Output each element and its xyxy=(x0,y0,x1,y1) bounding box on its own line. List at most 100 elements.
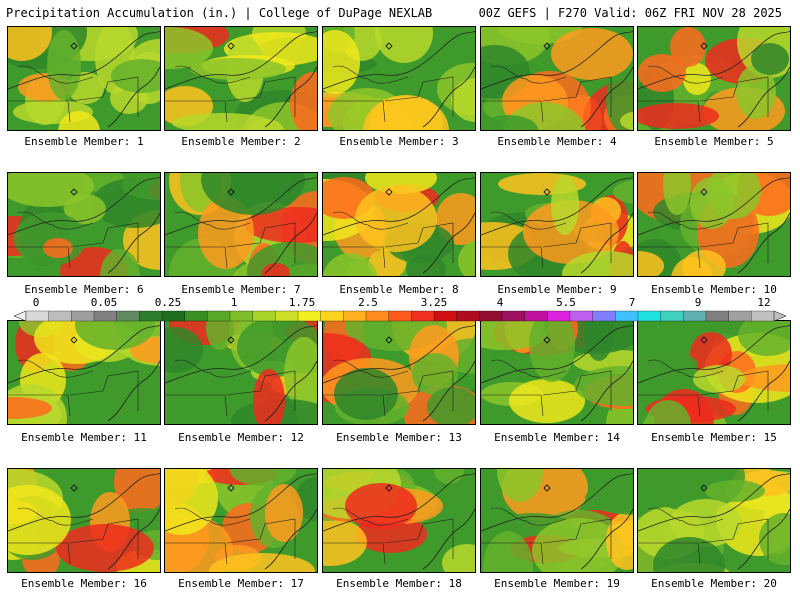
member-caption: Ensemble Member: 4 xyxy=(497,135,617,148)
colorbar-bin xyxy=(728,310,752,322)
diamond-marker-icon xyxy=(700,42,708,50)
member-caption: Ensemble Member: 9 xyxy=(497,283,617,296)
member-map-panel xyxy=(322,320,476,425)
colorbar-bin xyxy=(343,310,367,322)
colorbar-bin xyxy=(660,310,684,322)
colorbar-tick-label: 3.25 xyxy=(420,296,448,309)
member-map-panel xyxy=(322,172,476,277)
colorbar-bin xyxy=(456,310,480,322)
member-map-panel xyxy=(480,26,634,131)
member-map-panel xyxy=(637,320,791,425)
colorbar-bin xyxy=(365,310,390,322)
member-caption: Ensemble Member: 7 xyxy=(181,283,301,296)
colorbar-tick-label: 0 xyxy=(32,296,40,309)
colorbar-bin xyxy=(229,310,254,322)
colorbar-tick-label: 1.75 xyxy=(288,296,316,309)
member-map-panel xyxy=(637,172,791,277)
member-caption: Ensemble Member: 17 xyxy=(178,577,304,590)
colorbar-bin xyxy=(411,310,435,322)
member-map-panel xyxy=(7,26,161,131)
diamond-marker-icon xyxy=(700,336,708,344)
member-caption: Ensemble Member: 13 xyxy=(336,431,462,444)
colorbar-bin xyxy=(683,310,707,322)
valid-time: 00Z GEFS | F270 Valid: 06Z FRI NOV 28 20… xyxy=(478,6,782,20)
diamond-marker-icon xyxy=(700,484,708,492)
member-caption: Ensemble Member: 3 xyxy=(339,135,459,148)
colorbar-tick-label: 1 xyxy=(230,296,238,309)
colorbar-tick-label: 0.05 xyxy=(90,296,118,309)
diamond-marker-icon xyxy=(70,336,78,344)
colorbar-bin xyxy=(25,310,50,322)
colorbar-bin xyxy=(524,310,548,322)
colorbar-tick-label: 9 xyxy=(694,296,702,309)
chart-title: Precipitation Accumulation (in.) | Colle… xyxy=(6,6,433,20)
colorbar-tick-label: 4 xyxy=(496,296,504,309)
colorbar-bin xyxy=(48,310,72,322)
member-map-panel xyxy=(7,468,161,573)
colorbar-bin xyxy=(637,310,662,322)
diamond-marker-icon xyxy=(227,42,235,50)
colorbar-bin xyxy=(297,310,322,322)
member-caption: Ensemble Member: 11 xyxy=(21,431,147,444)
member-caption: Ensemble Member: 14 xyxy=(494,431,620,444)
colorbar-bin xyxy=(93,310,118,322)
diamond-marker-icon xyxy=(385,484,393,492)
diamond-marker-icon xyxy=(227,336,235,344)
colorbar-tick-label: 12 xyxy=(757,296,771,309)
member-map-panel xyxy=(322,26,476,131)
colorbar-bin xyxy=(751,310,775,322)
diamond-marker-icon xyxy=(385,42,393,50)
colorbar-bar xyxy=(14,310,786,322)
member-map-panel xyxy=(480,320,634,425)
colorbar-bin xyxy=(320,310,344,322)
member-map-panel xyxy=(637,26,791,131)
member-map-panel xyxy=(7,172,161,277)
member-caption: Ensemble Member: 6 xyxy=(24,283,144,296)
diamond-marker-icon xyxy=(543,188,551,196)
member-caption: Ensemble Member: 1 xyxy=(24,135,144,148)
member-caption: Ensemble Member: 10 xyxy=(651,283,777,296)
colorbar-bin xyxy=(207,310,231,322)
precip-colorbar: 0 0.05 0.25 1 1.75 2.5 3.25 4 5.5 7 9 12 xyxy=(14,296,786,324)
member-map-panel xyxy=(480,172,634,277)
diamond-marker-icon xyxy=(227,484,235,492)
colorbar-bin xyxy=(388,310,412,322)
member-map-panel xyxy=(637,468,791,573)
diamond-marker-icon xyxy=(70,484,78,492)
colorbar-bin xyxy=(116,310,140,322)
member-map-panel xyxy=(164,26,318,131)
colorbar-bin xyxy=(705,310,730,322)
member-caption: Ensemble Member: 8 xyxy=(339,283,459,296)
colorbar-bin xyxy=(592,310,616,322)
member-caption: Ensemble Member: 19 xyxy=(494,577,620,590)
member-caption: Ensemble Member: 16 xyxy=(21,577,147,590)
colorbar-bin xyxy=(275,310,299,322)
colorbar-bin xyxy=(433,310,458,322)
member-caption: Ensemble Member: 2 xyxy=(181,135,301,148)
diamond-marker-icon xyxy=(700,188,708,196)
colorbar-bin xyxy=(161,310,186,322)
member-caption: Ensemble Member: 15 xyxy=(651,431,777,444)
member-map-panel xyxy=(164,320,318,425)
colorbar-bin xyxy=(479,310,503,322)
colorbar-bin xyxy=(615,310,639,322)
colorbar-tick-label: 5.5 xyxy=(556,296,576,309)
colorbar-bin xyxy=(547,310,571,322)
colorbar-tick-label: 7 xyxy=(628,296,636,309)
diamond-marker-icon xyxy=(70,188,78,196)
diamond-marker-icon xyxy=(543,484,551,492)
colorbar-bin xyxy=(71,310,95,322)
colorbar-tick-label: 0.25 xyxy=(154,296,182,309)
colorbar-tick-label: 2.5 xyxy=(358,296,378,309)
member-caption: Ensemble Member: 12 xyxy=(178,431,304,444)
member-map-panel xyxy=(7,320,161,425)
member-caption: Ensemble Member: 20 xyxy=(651,577,777,590)
diamond-marker-icon xyxy=(227,188,235,196)
colorbar-bin xyxy=(501,310,526,322)
colorbar-bin xyxy=(252,310,276,322)
colorbar-bin xyxy=(569,310,594,322)
diamond-marker-icon xyxy=(385,188,393,196)
member-map-panel xyxy=(322,468,476,573)
member-caption: Ensemble Member: 18 xyxy=(336,577,462,590)
member-map-panel xyxy=(480,468,634,573)
